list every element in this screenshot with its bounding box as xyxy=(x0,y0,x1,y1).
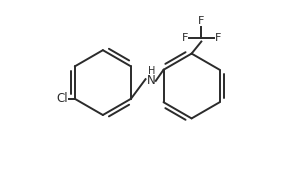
Text: F: F xyxy=(181,33,188,43)
Text: H: H xyxy=(148,66,155,76)
Text: N: N xyxy=(147,73,156,87)
Text: F: F xyxy=(198,16,205,26)
Text: Cl: Cl xyxy=(57,92,68,105)
Text: F: F xyxy=(215,33,221,43)
